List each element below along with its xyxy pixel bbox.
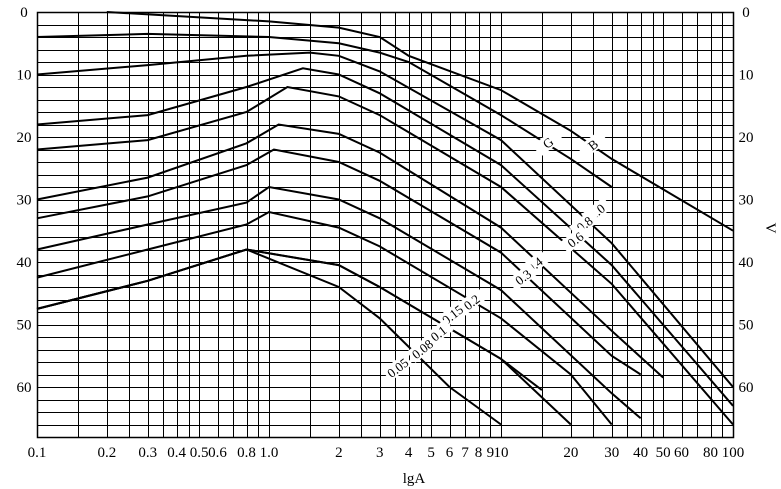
x-tick-label: 0.5	[190, 445, 209, 461]
x-tick-label: 0.2	[97, 445, 116, 461]
y-tick-label-right: 20	[739, 130, 754, 146]
x-tick-label: 40	[633, 445, 648, 461]
x-tick-label: 1.0	[260, 445, 279, 461]
y-tick-label-left: 50	[17, 318, 32, 334]
curve-label-background	[382, 353, 413, 382]
x-tick-label: 2	[335, 445, 343, 461]
curve-0.4	[36, 123, 664, 379]
curve-0.2	[36, 185, 642, 420]
x-tick-label: 5	[427, 445, 435, 461]
x-tick-label: 6	[446, 445, 454, 461]
x-tick-label: 0.4	[167, 445, 186, 461]
curve-0.3	[36, 148, 642, 376]
y-tick-label-right: 40	[739, 255, 754, 271]
x-tick-label: 20	[563, 445, 578, 461]
x-tick-label: 9	[487, 445, 495, 461]
curve-1.0	[36, 51, 734, 388]
y-tick-label-right: 30	[739, 193, 754, 209]
x-tick-label: 10	[494, 445, 509, 461]
y-tick-label-left: 0	[20, 5, 28, 21]
y-tick-label-left: 10	[17, 68, 32, 84]
curve-label-background	[532, 128, 564, 157]
curves	[36, 11, 734, 426]
y-tick-label-right: 10	[739, 68, 754, 84]
curve-label-background	[559, 225, 591, 254]
x-tick-label: 7	[461, 445, 469, 461]
x-tick-label: 0.8	[237, 445, 256, 461]
x-tick-label: 80	[703, 445, 718, 461]
curve-0.6	[36, 85, 734, 426]
x-tick-label: 50	[656, 445, 671, 461]
y-tick-labels-left: 0 10 20 30 40 50 60	[17, 5, 32, 396]
x-tick-labels: 0.1 0.2 0.3 0.4 0.5 0.6 0.8 1.0 2 3 4 5 6 7 8 9 10 20 30 40…	[28, 445, 745, 461]
y-tick-label-right: 60	[739, 380, 754, 396]
curve-label-background	[577, 130, 609, 159]
y-tick-label-right: 0	[742, 5, 750, 21]
y-tick-label-left: 30	[17, 193, 32, 209]
x-axis-title: lgA	[403, 471, 426, 487]
y-axis-title: V	[762, 223, 778, 234]
y-tick-label-left: 60	[17, 380, 32, 396]
x-tick-label: 30	[604, 445, 619, 461]
x-tick-label: 4	[405, 445, 413, 461]
curve-0.15	[36, 210, 613, 426]
curve-label-background	[507, 262, 539, 291]
x-tick-label: 60	[674, 445, 689, 461]
x-tick-label: 100	[722, 445, 745, 461]
x-tick-label: 0.6	[208, 445, 227, 461]
y-tick-label-left: 20	[17, 130, 32, 146]
x-tick-label: 0.3	[138, 445, 157, 461]
grid	[36, 11, 735, 439]
y-tick-labels-right: 0 10 20 30 40 50 60	[739, 5, 754, 396]
y-tick-label-right: 50	[739, 318, 754, 334]
curve-label-background	[406, 334, 438, 363]
y-tick-label-left: 40	[17, 255, 32, 271]
x-tick-label: 0.1	[28, 445, 47, 461]
curve-0.05	[36, 248, 502, 426]
curve-B	[106, 11, 734, 232]
x-tick-label: 3	[376, 445, 384, 461]
plot-frame	[36, 11, 735, 439]
x-tick-label: 8	[475, 445, 483, 461]
